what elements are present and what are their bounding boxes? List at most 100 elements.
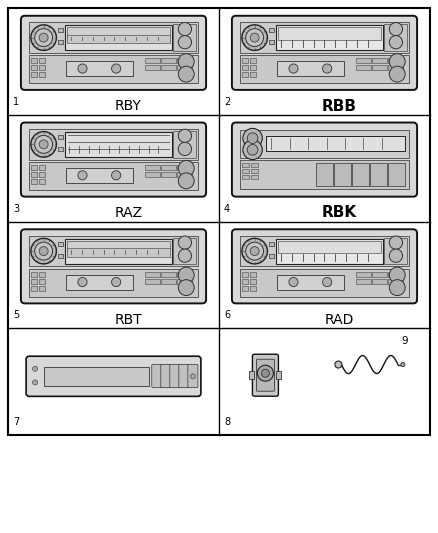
- Bar: [250, 286, 256, 291]
- Bar: [240, 22, 409, 53]
- Bar: [240, 269, 409, 297]
- Bar: [251, 169, 258, 173]
- Bar: [279, 240, 381, 253]
- Bar: [277, 274, 344, 290]
- Bar: [266, 136, 405, 151]
- Circle shape: [78, 171, 87, 180]
- Circle shape: [389, 36, 403, 49]
- Bar: [145, 66, 160, 70]
- Circle shape: [178, 236, 191, 249]
- Bar: [177, 59, 192, 63]
- Circle shape: [322, 278, 332, 287]
- Bar: [384, 238, 407, 264]
- Circle shape: [258, 365, 273, 381]
- Circle shape: [178, 54, 194, 69]
- Bar: [39, 59, 45, 63]
- Circle shape: [35, 242, 53, 260]
- Bar: [31, 165, 37, 170]
- FancyBboxPatch shape: [256, 359, 275, 391]
- FancyBboxPatch shape: [252, 354, 279, 396]
- Bar: [240, 160, 409, 189]
- Bar: [31, 272, 37, 277]
- Circle shape: [178, 129, 191, 142]
- Bar: [388, 66, 403, 70]
- Circle shape: [178, 267, 194, 283]
- Circle shape: [250, 33, 259, 42]
- Circle shape: [242, 238, 268, 264]
- Circle shape: [250, 247, 259, 256]
- FancyBboxPatch shape: [21, 229, 206, 303]
- Bar: [65, 25, 172, 50]
- Text: 9: 9: [401, 336, 408, 346]
- Circle shape: [178, 160, 194, 176]
- Bar: [240, 236, 409, 266]
- Circle shape: [389, 236, 403, 249]
- Bar: [173, 238, 196, 264]
- Circle shape: [191, 374, 195, 379]
- Circle shape: [389, 22, 403, 36]
- Circle shape: [112, 64, 121, 73]
- Bar: [29, 162, 198, 190]
- Bar: [352, 163, 369, 187]
- Bar: [242, 72, 248, 77]
- Bar: [177, 172, 192, 177]
- Bar: [250, 72, 256, 77]
- Bar: [251, 175, 258, 179]
- Bar: [67, 35, 170, 43]
- Circle shape: [246, 29, 264, 46]
- FancyBboxPatch shape: [188, 365, 198, 387]
- Bar: [388, 279, 403, 284]
- Bar: [58, 147, 64, 151]
- Bar: [242, 163, 249, 167]
- Text: 7: 7: [13, 417, 19, 427]
- Circle shape: [389, 66, 405, 82]
- Circle shape: [178, 173, 194, 189]
- Bar: [173, 131, 196, 158]
- Bar: [39, 286, 45, 291]
- Bar: [65, 132, 172, 157]
- Circle shape: [178, 249, 191, 262]
- Circle shape: [389, 54, 405, 69]
- Bar: [58, 254, 64, 257]
- Text: 5: 5: [13, 310, 19, 320]
- Bar: [67, 240, 170, 250]
- Bar: [316, 163, 332, 187]
- Bar: [8, 8, 430, 435]
- Bar: [177, 272, 192, 277]
- FancyBboxPatch shape: [232, 16, 417, 90]
- Bar: [269, 241, 275, 246]
- Bar: [39, 279, 45, 284]
- FancyBboxPatch shape: [21, 16, 206, 90]
- Circle shape: [261, 369, 269, 377]
- Circle shape: [243, 140, 262, 159]
- Bar: [44, 367, 149, 385]
- Bar: [39, 172, 45, 177]
- Bar: [161, 165, 176, 170]
- Bar: [39, 72, 45, 77]
- Text: RBB: RBB: [322, 99, 357, 114]
- Text: RAZ: RAZ: [114, 206, 142, 220]
- FancyBboxPatch shape: [21, 123, 206, 197]
- FancyBboxPatch shape: [152, 365, 162, 387]
- Bar: [250, 279, 256, 284]
- Bar: [269, 28, 275, 32]
- Bar: [67, 248, 170, 257]
- Bar: [29, 129, 198, 159]
- Circle shape: [31, 238, 57, 264]
- Bar: [277, 61, 344, 76]
- Bar: [334, 163, 351, 187]
- Bar: [276, 239, 383, 264]
- Bar: [161, 279, 176, 284]
- Bar: [242, 286, 248, 291]
- FancyBboxPatch shape: [232, 123, 417, 197]
- Bar: [31, 59, 37, 63]
- Text: 6: 6: [224, 310, 230, 320]
- Text: 4: 4: [224, 204, 230, 214]
- Bar: [357, 59, 371, 63]
- Circle shape: [35, 29, 53, 46]
- Circle shape: [78, 64, 87, 73]
- Bar: [39, 66, 45, 70]
- Bar: [388, 59, 403, 63]
- Circle shape: [247, 144, 258, 155]
- Circle shape: [35, 135, 53, 154]
